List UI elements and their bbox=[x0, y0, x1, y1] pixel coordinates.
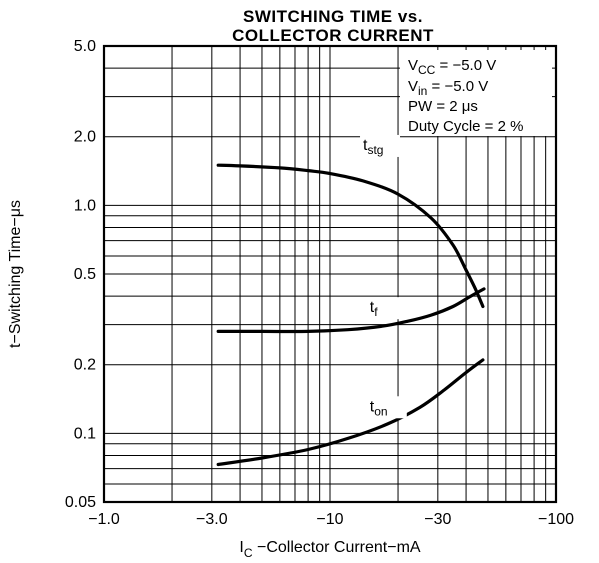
curve-label-background bbox=[366, 396, 407, 419]
x-axis-label: IC −Collector Current−mA bbox=[239, 539, 421, 560]
y-tick-label: 0.2 bbox=[74, 357, 96, 374]
tstg-label: tstg bbox=[363, 137, 383, 157]
x-tick-label: −1.0 bbox=[88, 511, 120, 528]
curve-label-background bbox=[366, 297, 407, 320]
condition-vin: Vin = −5.0 V bbox=[408, 78, 488, 98]
y-tick-labels: 0.05 0.1 0.2 0.5 1.0 2.0 5.0 bbox=[65, 38, 96, 511]
ton-curve bbox=[216, 358, 485, 467]
tstg-curve bbox=[216, 163, 485, 309]
y-tick-label: 2.0 bbox=[74, 129, 96, 146]
y-tick-label: 5.0 bbox=[74, 38, 96, 55]
condition-duty-cycle: Duty Cycle = 2 % bbox=[408, 118, 523, 135]
y-tick-label: 0.1 bbox=[74, 425, 96, 442]
curve-label-background bbox=[360, 134, 401, 157]
tf-label: tf bbox=[370, 299, 378, 319]
chart-title-line-1: SWITCHING TIME vs. bbox=[243, 7, 423, 26]
y-tick-label: 0.5 bbox=[74, 266, 96, 283]
x-tick-label: −30 bbox=[424, 511, 451, 528]
x-tick-labels: −1.0 −3.0 −10 −30 −100 bbox=[88, 511, 574, 528]
ton-label: ton bbox=[370, 398, 388, 418]
chart-title-line-2: COLLECTOR CURRENT bbox=[232, 26, 434, 45]
y-axis-label: t−Switching Time−μs bbox=[7, 200, 24, 348]
condition-pw: PW = 2 μs bbox=[408, 98, 478, 115]
tf-curve bbox=[216, 287, 486, 334]
x-tick-label: −100 bbox=[538, 511, 574, 528]
series-labels: tstg tf ton bbox=[360, 134, 407, 419]
x-tick-label: −3.0 bbox=[196, 511, 228, 528]
y-tick-label: 1.0 bbox=[74, 197, 96, 214]
condition-vcc: VCC = −5.0 V bbox=[408, 57, 496, 77]
plot-frame bbox=[102, 44, 558, 504]
conditions-box bbox=[400, 50, 552, 136]
series-curves bbox=[216, 163, 486, 467]
y-tick-label: 0.05 bbox=[65, 494, 96, 511]
x-tick-label: −10 bbox=[316, 511, 343, 528]
